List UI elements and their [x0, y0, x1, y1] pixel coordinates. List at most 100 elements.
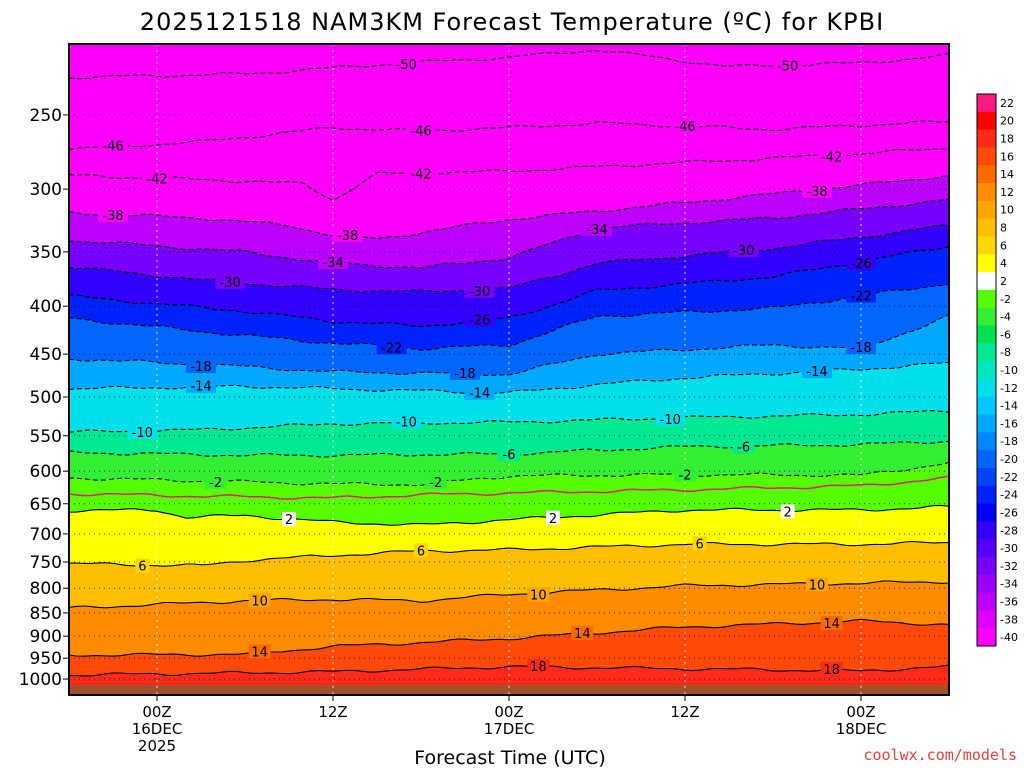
colorbar-label: 16 [1000, 150, 1014, 163]
contour-label-bg [846, 255, 876, 270]
y-tick-label: 650 [30, 495, 62, 515]
x-tick-label: 18DEC [836, 720, 887, 738]
y-tick-label: 1000 [19, 670, 62, 690]
contour-label: -2 [429, 476, 442, 491]
contour-label: -38 [337, 229, 358, 244]
y-tick-label: 450 [30, 345, 62, 365]
contour-label-bg [406, 123, 436, 138]
contour-label-bg [582, 221, 612, 236]
colorbar-label: -14 [1000, 400, 1018, 413]
contour-label: -18 [850, 341, 871, 356]
colorbar-label: -32 [1000, 560, 1018, 573]
contour-label: 14 [251, 645, 268, 660]
colorbar-swatch [977, 200, 996, 220]
contour-label-bg [806, 577, 828, 592]
contour-label: -38 [102, 209, 123, 224]
contour-label: 18 [823, 663, 840, 678]
y-tick-label: 700 [30, 525, 62, 545]
gridlines [69, 44, 949, 695]
colorbar-label: 8 [1000, 222, 1007, 235]
y-tick-label: 250 [30, 106, 62, 126]
contour-label: -50 [396, 58, 417, 73]
contour-label-bg [248, 644, 271, 659]
colorbar-frame [976, 93, 997, 647]
y-tick-label: 600 [30, 462, 62, 482]
contour-label: -14 [469, 387, 490, 402]
contour-label-bg [527, 659, 550, 674]
contour-label: 2 [285, 513, 293, 528]
contour-label: -18 [190, 360, 211, 375]
colorbar-label: -24 [1000, 489, 1018, 502]
contour-label: -46 [102, 140, 123, 155]
contour-label-bg [98, 138, 128, 153]
contour-label-bg [464, 312, 495, 327]
plot-area: -50 -50 -46 -46 -46 -42 -42 -42 -38 -38 -38 -34 -34 -… [68, 43, 950, 696]
y-tick-label: 850 [30, 604, 62, 624]
colorbar-label: 18 [1000, 133, 1014, 146]
colorbar-label: 14 [1000, 168, 1014, 181]
colorbar-label: -18 [1000, 435, 1018, 448]
contour-label-bg [846, 288, 876, 303]
ground-band [69, 685, 949, 695]
contour-label-bg [391, 414, 422, 429]
contour-label: -6 [737, 440, 750, 455]
chart-title: 2025121518 NAM3KM Forecast Temperature (… [140, 8, 884, 36]
colorbar-label: 22 [1000, 97, 1014, 110]
colorbar-swatch [977, 307, 996, 326]
colorbar-swatch [977, 628, 996, 647]
contour-label: 2 [549, 512, 557, 527]
y-tick-label: 750 [30, 553, 62, 573]
contour-label: 14 [574, 627, 591, 642]
colorbar-label: 10 [1000, 204, 1014, 217]
y-tick-label: 500 [30, 388, 62, 408]
contour-label-bg [142, 171, 172, 186]
contour-label-bg [728, 243, 759, 258]
colorbar-label: -34 [1000, 578, 1018, 591]
y-tick-label: 350 [30, 243, 62, 263]
colorbar-swatch [977, 183, 996, 202]
colorbar-label: -38 [1000, 613, 1018, 626]
contour-label-bg [391, 56, 422, 71]
contour-label: -6 [503, 448, 516, 463]
contour-label: 10 [809, 578, 826, 593]
colorbar-label: -26 [1000, 506, 1018, 519]
colorbar-swatch [977, 289, 996, 309]
x-tick-label: 12Z [318, 703, 347, 721]
colorbar-label: 4 [1000, 257, 1007, 270]
contour-label: 2 [784, 505, 792, 520]
colorbar-swatch [977, 129, 996, 148]
contour-line [69, 540, 949, 567]
y-tick-label: 400 [30, 297, 62, 317]
contour-label: -10 [396, 416, 417, 431]
contour-line [69, 580, 949, 609]
colorbar-label: -12 [1000, 382, 1018, 395]
contour-label: -50 [777, 60, 798, 75]
x-tick-label: 2025 [138, 737, 176, 755]
contour-label-bg [780, 504, 795, 519]
contour-line [69, 148, 949, 202]
contour-line [69, 618, 949, 657]
contour-label-bg [546, 510, 560, 525]
contour-label-bg [464, 283, 495, 298]
contour-label: 6 [138, 560, 146, 575]
contour-label: -2 [209, 476, 222, 491]
contour-label-bg [820, 615, 843, 630]
colorbar-label: 6 [1000, 239, 1007, 252]
colorbar-swatch [977, 467, 996, 487]
contour-label: 10 [251, 594, 268, 609]
y-axis-ticks: 250 300 350 400 450 500 550 600 650 700 750 800 850 9… [19, 106, 69, 690]
colorbar: 22 20 18 16 14 12 10 8 6 4 2 -2 -4 -6 -8 -10 -12 -14 -16 -1… [976, 93, 1018, 647]
x-tick-label: 00Z [142, 703, 171, 721]
contour-label-bg [332, 228, 363, 243]
contour-label-bg [772, 58, 803, 73]
colorbar-swatch [977, 556, 996, 576]
colorbar-swatch [977, 610, 996, 629]
colorbar-label: -6 [1000, 328, 1011, 341]
contour-label: 6 [696, 537, 704, 552]
colorbar-swatch [977, 432, 996, 451]
colorbar-label: -2 [1000, 293, 1011, 306]
x-tick-label: 00Z [494, 703, 523, 721]
contour-label-bg [376, 340, 407, 355]
colorbar-label: -8 [1000, 346, 1011, 359]
